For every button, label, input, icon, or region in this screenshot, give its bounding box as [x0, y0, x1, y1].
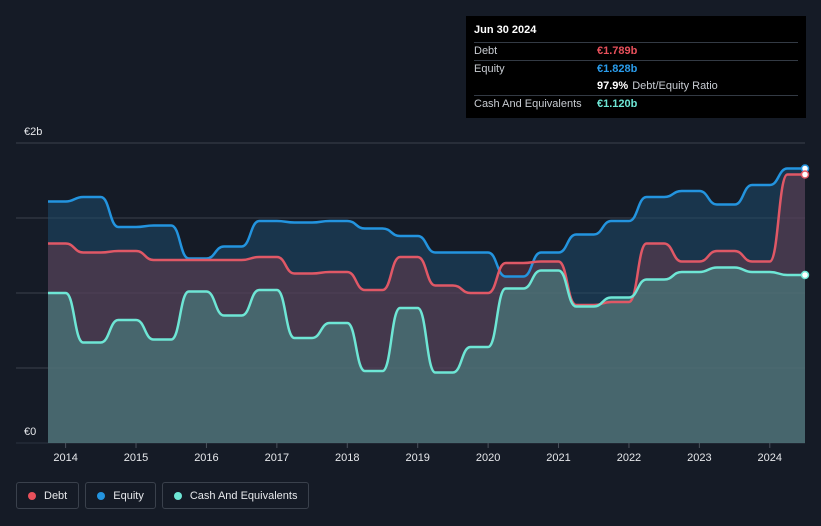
line-debt [47, 173, 805, 307]
legend-label-cash: Cash And Equivalents [189, 489, 298, 502]
x-tick-label: 2015 [124, 452, 148, 464]
tooltip-date: Jun 30 2024 [474, 24, 537, 36]
tooltip-debt-label: Debt [474, 45, 498, 57]
legend-item-cash[interactable]: Cash And Equivalents [161, 482, 310, 509]
tooltip-row-equity: Equity €1.828b [474, 60, 798, 78]
legend-item-equity[interactable]: Equity [85, 482, 156, 509]
line-equity [48, 167, 805, 278]
x-tick-label: 2024 [758, 452, 782, 464]
x-tick-label: 2016 [194, 452, 218, 464]
x-tick-label: 2017 [265, 452, 289, 464]
x-tick-label: 2020 [476, 452, 500, 464]
x-tick-label: 2019 [405, 452, 429, 464]
chart-legend: Debt Equity Cash And Equivalents [16, 482, 310, 509]
y-tick-label-top: €2b [24, 126, 42, 138]
tooltip-row-ratio: 97.9% Debt/Equity Ratio [474, 78, 798, 95]
tooltip-debt-value: €1.789b [597, 45, 638, 57]
end-marker-cash-and-equivalents [800, 270, 810, 280]
tooltip-cash-label: Cash And Equivalents [474, 98, 582, 110]
legend-label-equity: Equity [113, 489, 144, 502]
x-tick-label: 2023 [687, 452, 711, 464]
legend-dot-cash [173, 491, 182, 500]
x-axis-ticks: 2014 2015 2016 2017 2018 2019 2020 2021 2022 2023… [53, 443, 782, 464]
tooltip-row-cash: Cash And Equivalents €1.120b [474, 95, 798, 113]
legend-item-debt[interactable]: Debt [16, 482, 80, 509]
series-areas [48, 168, 805, 443]
tooltip-ratio-label: Debt/Equity Ratio [632, 80, 718, 92]
end-marker-debt [800, 170, 810, 179]
tooltip-ratio-value: 97.9% [597, 80, 629, 92]
x-tick-label: 2021 [546, 452, 570, 464]
x-tick-label: 2014 [53, 452, 77, 464]
series-lines [47, 167, 805, 374]
y-tick-label-bottom: €0 [24, 426, 36, 438]
x-tick-label: 2022 [617, 452, 641, 464]
tooltip-row-debt: Debt €1.789b [474, 42, 798, 60]
tooltip-cash-value: €1.120b [597, 98, 638, 110]
legend-label-debt: Debt [44, 489, 68, 502]
line-cash-and-equivalents [47, 266, 805, 374]
tooltip-equity-value: €1.828b [597, 63, 638, 75]
x-tick-label: 2018 [335, 452, 359, 464]
legend-dot-equity [97, 491, 106, 500]
end-markers [800, 164, 810, 280]
tooltip-equity-label: Equity [474, 63, 505, 75]
legend-dot-debt [28, 491, 36, 500]
area-cash-and-equivalents [48, 267, 805, 443]
tooltip-panel: Jun 30 2024 Debt €1.789b Equity €1.828b … [466, 16, 806, 118]
